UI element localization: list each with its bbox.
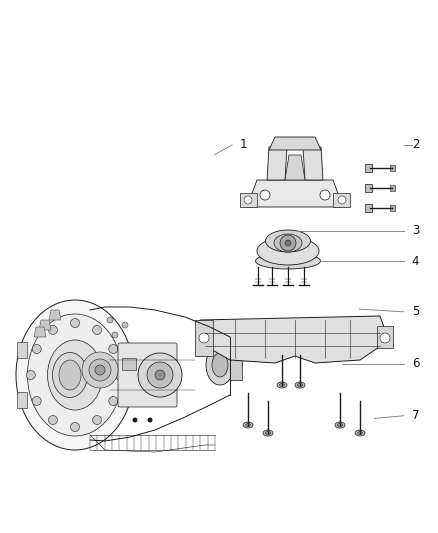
Ellipse shape	[59, 360, 81, 390]
Ellipse shape	[338, 424, 343, 426]
Ellipse shape	[277, 382, 287, 388]
Ellipse shape	[246, 424, 251, 426]
Ellipse shape	[265, 230, 311, 252]
Circle shape	[107, 317, 113, 323]
Circle shape	[320, 190, 330, 200]
Bar	[230, 350, 242, 380]
Circle shape	[112, 332, 118, 338]
Bar	[390, 165, 395, 171]
Ellipse shape	[265, 432, 271, 434]
Ellipse shape	[16, 300, 134, 450]
Bar	[365, 164, 372, 172]
Circle shape	[148, 417, 152, 423]
Ellipse shape	[357, 432, 363, 434]
Circle shape	[49, 326, 57, 335]
Circle shape	[199, 333, 209, 343]
Circle shape	[32, 397, 41, 406]
Bar	[365, 184, 372, 192]
Circle shape	[115, 370, 124, 379]
Text: 2: 2	[412, 139, 419, 151]
Text: 6: 6	[412, 357, 419, 370]
Circle shape	[138, 353, 182, 397]
FancyBboxPatch shape	[118, 343, 177, 407]
Ellipse shape	[279, 384, 285, 386]
Bar	[195, 320, 213, 356]
Text: 1: 1	[240, 139, 247, 151]
Circle shape	[92, 326, 102, 335]
Ellipse shape	[53, 352, 88, 398]
Ellipse shape	[274, 234, 302, 252]
Circle shape	[63, 363, 87, 387]
Polygon shape	[285, 155, 305, 180]
Ellipse shape	[263, 430, 273, 436]
Circle shape	[155, 370, 165, 380]
Polygon shape	[247, 180, 343, 207]
Text: 5: 5	[412, 305, 419, 318]
Circle shape	[133, 417, 138, 423]
Polygon shape	[34, 327, 46, 337]
Circle shape	[260, 190, 270, 200]
Circle shape	[82, 352, 118, 388]
Text: 3: 3	[412, 224, 419, 237]
Ellipse shape	[297, 384, 303, 386]
Circle shape	[71, 423, 80, 432]
Circle shape	[92, 416, 102, 424]
Circle shape	[32, 344, 41, 353]
Circle shape	[109, 344, 118, 353]
Polygon shape	[17, 392, 27, 408]
Ellipse shape	[206, 345, 234, 385]
Polygon shape	[269, 137, 321, 150]
Bar	[377, 326, 393, 348]
Circle shape	[122, 322, 128, 328]
Circle shape	[285, 240, 291, 246]
Bar	[390, 185, 395, 191]
Bar	[365, 204, 372, 212]
Circle shape	[338, 196, 346, 204]
Polygon shape	[333, 193, 350, 207]
Ellipse shape	[355, 430, 365, 436]
Ellipse shape	[257, 237, 319, 265]
Circle shape	[109, 397, 118, 406]
Circle shape	[70, 370, 80, 380]
Circle shape	[49, 416, 57, 424]
Text: 7: 7	[412, 409, 419, 422]
Ellipse shape	[28, 314, 123, 436]
Polygon shape	[200, 316, 385, 363]
Circle shape	[71, 319, 80, 327]
Text: 4: 4	[412, 255, 419, 268]
Circle shape	[147, 362, 173, 388]
Polygon shape	[240, 193, 257, 207]
Ellipse shape	[47, 340, 102, 410]
Polygon shape	[17, 342, 27, 358]
Bar	[122, 358, 136, 370]
Polygon shape	[49, 310, 61, 320]
Circle shape	[89, 359, 111, 381]
Circle shape	[95, 365, 105, 375]
Ellipse shape	[212, 353, 228, 377]
Circle shape	[280, 235, 296, 251]
Bar	[390, 205, 395, 211]
Circle shape	[26, 370, 35, 379]
Ellipse shape	[335, 422, 345, 428]
Ellipse shape	[295, 382, 305, 388]
Polygon shape	[267, 147, 287, 180]
Polygon shape	[303, 147, 323, 180]
Circle shape	[380, 333, 390, 343]
Ellipse shape	[243, 422, 253, 428]
Polygon shape	[39, 320, 51, 330]
Ellipse shape	[255, 253, 321, 269]
Circle shape	[244, 196, 252, 204]
